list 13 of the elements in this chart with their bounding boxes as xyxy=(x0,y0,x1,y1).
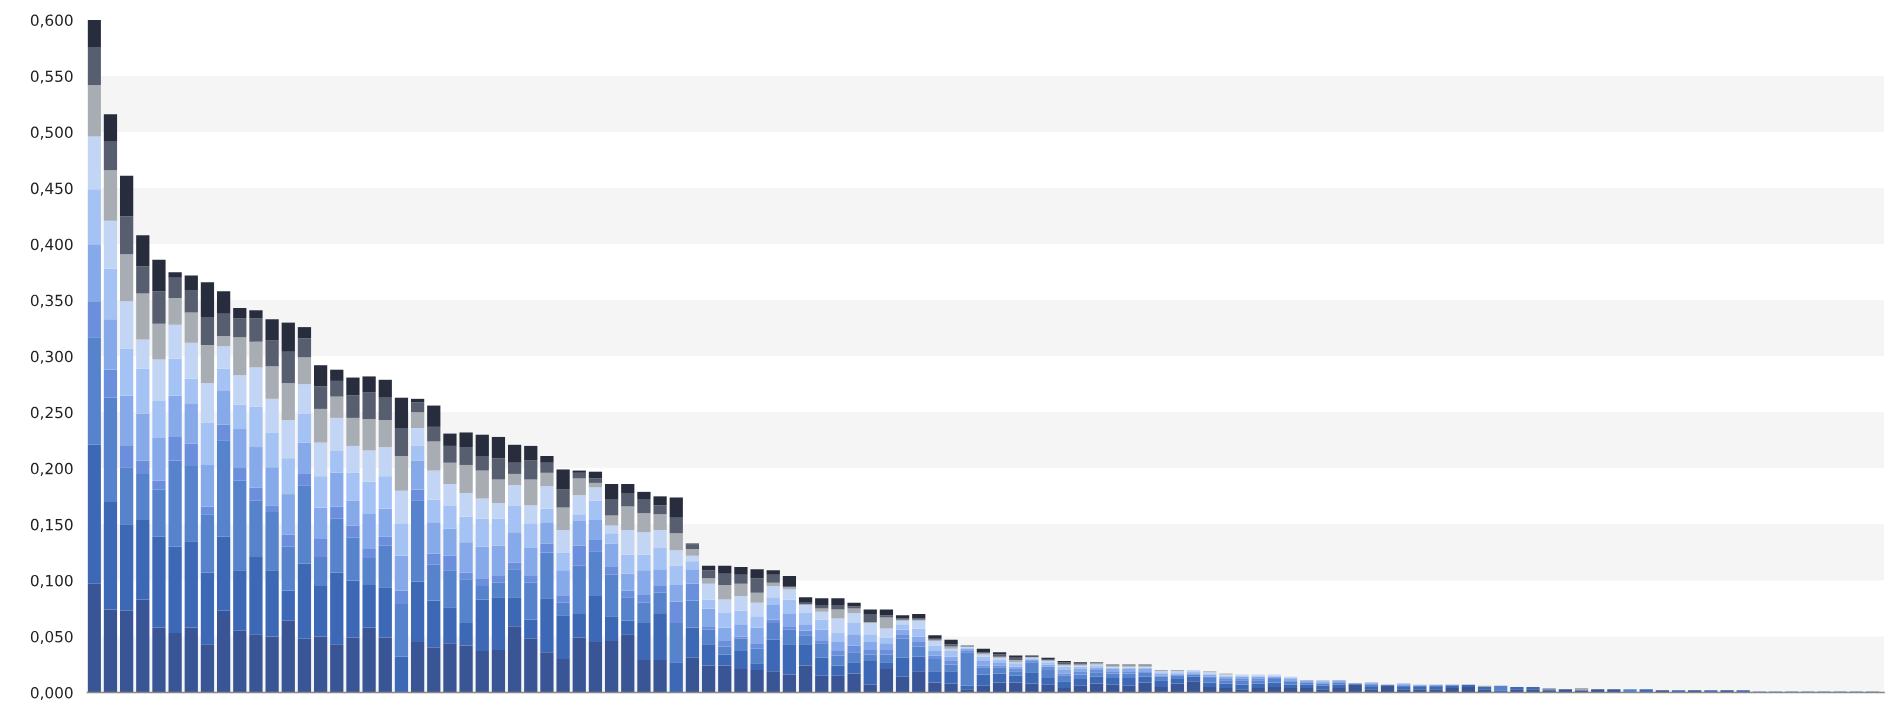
y-tick-label: 0,450 xyxy=(30,182,73,196)
y-tick-label: 0,500 xyxy=(30,126,73,140)
y-tick-label: 0,350 xyxy=(30,294,73,308)
y-tick-label: 0,250 xyxy=(30,406,73,420)
y-tick-label: 0,100 xyxy=(30,574,73,588)
y-tick-label: 0,600 xyxy=(30,14,73,28)
y-tick-label: 0,050 xyxy=(30,630,73,645)
y-tick-label: 0,150 xyxy=(30,518,73,532)
y-tick-label: 0,300 xyxy=(30,350,73,364)
y-tick-label: 0,200 xyxy=(30,462,73,476)
y-tick-label: 0,000 xyxy=(30,686,73,701)
y-tick-label: 0,400 xyxy=(30,238,73,252)
y-tick-label: 0,550 xyxy=(30,70,73,84)
